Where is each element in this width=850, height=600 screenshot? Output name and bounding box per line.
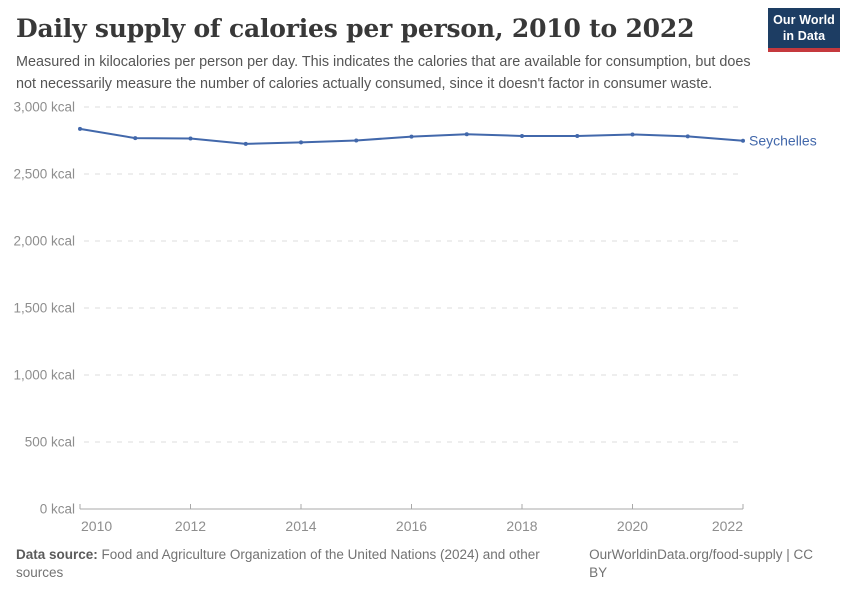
svg-text:2012: 2012 [175,518,206,534]
line-chart: 0 kcal 500 kcal 1,000 kcal 1,500 kcal 2,000 … [0,95,850,540]
gridlines: 0 kcal 500 kcal 1,000 kcal 1,500 kcal 2,000 … [13,100,744,517]
svg-text:0 kcal: 0 kcal [40,502,75,517]
owid-logo: Our World in Data [768,8,840,52]
data-source-text: Food and Agriculture Organization of the… [16,547,540,580]
svg-text:1,000 kcal: 1,000 kcal [13,368,75,383]
svg-text:3,000 kcal: 3,000 kcal [13,100,75,115]
chart-subtitle: Measured in kilocalories per person per … [16,54,751,92]
data-point [133,136,138,141]
svg-text:2,500 kcal: 2,500 kcal [13,167,75,182]
svg-text:2016: 2016 [396,518,427,534]
line-chart-svg: 0 kcal 500 kcal 1,000 kcal 1,500 kcal 2,000 … [13,100,817,535]
data-source-label: Data source: [16,547,98,562]
data-point [354,138,359,143]
entity-label: Seychelles [749,132,817,148]
svg-text:2,000 kcal: 2,000 kcal [13,234,75,249]
data-point [243,141,248,146]
data-point [630,132,635,137]
page-title: Daily supply of calories per person, 201… [16,14,695,43]
data-point [78,126,82,131]
credit-link[interactable]: OurWorldinData.org/food-supply | CC BY [589,547,813,580]
svg-text:2022: 2022 [712,518,743,534]
svg-text:2010: 2010 [81,518,112,534]
svg-text:2014: 2014 [285,518,316,534]
data-point [188,136,193,141]
data-point [409,134,414,139]
svg-text:2020: 2020 [617,518,648,534]
data-point [741,138,745,143]
series-seychelles: Seychelles [78,126,817,148]
data-point [464,132,469,137]
svg-text:500 kcal: 500 kcal [25,435,75,450]
x-axis-labels: 2010 2012 2014 2016 2018 2020 2022 [81,518,743,534]
owid-logo-line2: in Data [782,28,826,43]
data-point [520,133,524,138]
data-point [575,133,580,138]
chart-footer: Data source: Food and Agriculture Organi… [0,540,850,582]
svg-text:1,500 kcal: 1,500 kcal [13,301,75,316]
svg-text:2018: 2018 [506,518,537,534]
data-source: Data source: Food and Agriculture Organi… [16,546,589,582]
data-point [685,134,690,139]
data-point [299,140,303,145]
chart-header: Daily supply of calories per person, 201… [0,0,850,95]
owid-logo-line1: Our World [773,13,835,27]
